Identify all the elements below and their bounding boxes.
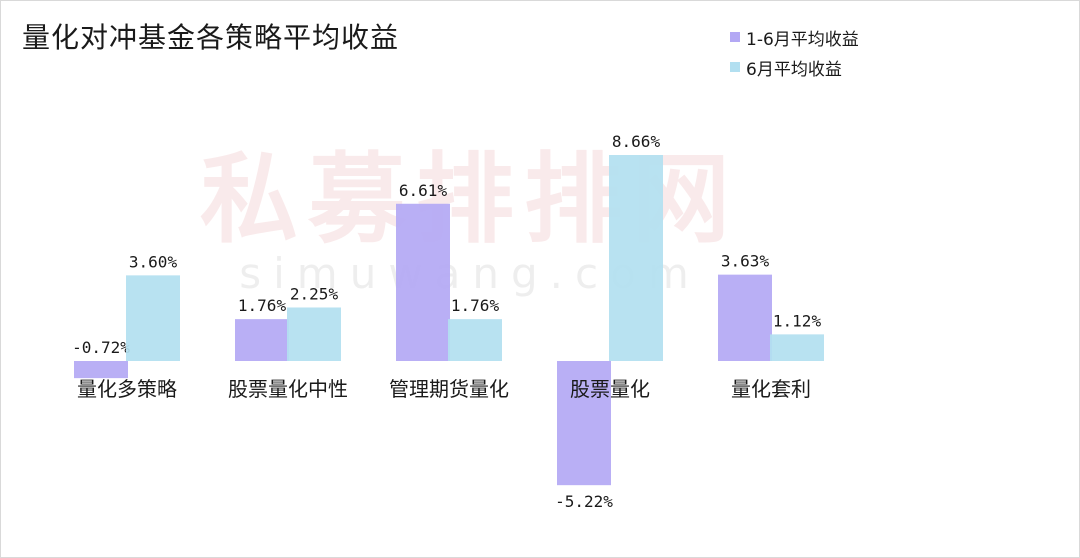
- data-label-s2-c1: 3.60%: [129, 252, 178, 271]
- category-label-1: 量化多策略: [77, 377, 177, 401]
- data-label-s2-c4: 8.66%: [612, 132, 661, 151]
- bar-s1-c1: [74, 361, 128, 379]
- bar-s1-c4: [557, 361, 611, 486]
- bar-s2-c5: [770, 334, 824, 361]
- data-label-s2-c5: 1.12%: [773, 311, 822, 330]
- data-label-s1-c2: 1.76%: [238, 296, 287, 315]
- legend-swatch-series-2: [730, 62, 740, 72]
- bar-s2-c2: [287, 307, 341, 361]
- category-label-5: 量化套利: [731, 377, 811, 401]
- data-label-s1-c1: -0.72%: [72, 338, 130, 357]
- bar-s2-c3: [448, 319, 502, 361]
- data-label-s2-c3: 1.76%: [451, 296, 500, 315]
- legend-label-series-1: 1-6月平均收益: [746, 29, 859, 50]
- legend-item-series-1: 1-6月平均收益: [730, 22, 859, 52]
- bar-s1-c3: [396, 203, 450, 361]
- category-label-3: 管理期货量化: [389, 377, 509, 401]
- bar-s2-c1: [126, 275, 180, 361]
- chart-legend: 1-6月平均收益 6月平均收益: [730, 22, 859, 82]
- legend-label-series-2: 6月平均收益: [746, 59, 842, 80]
- bar-s1-c2: [235, 319, 289, 361]
- category-label-4: 股票量化: [570, 377, 650, 401]
- bar-s2-c4: [609, 155, 663, 361]
- category-label-2: 股票量化中性: [228, 377, 348, 401]
- data-label-s1-c5: 3.63%: [721, 252, 770, 271]
- chart-title: 量化对冲基金各策略平均收益: [22, 21, 400, 54]
- legend-item-series-2: 6月平均收益: [730, 52, 859, 82]
- legend-swatch-series-1: [730, 32, 740, 42]
- bar-s1-c5: [718, 274, 772, 361]
- data-label-s1-c3: 6.61%: [399, 181, 448, 200]
- data-label-s2-c2: 2.25%: [290, 284, 339, 303]
- data-label-s1-c4: -5.22%: [555, 492, 613, 511]
